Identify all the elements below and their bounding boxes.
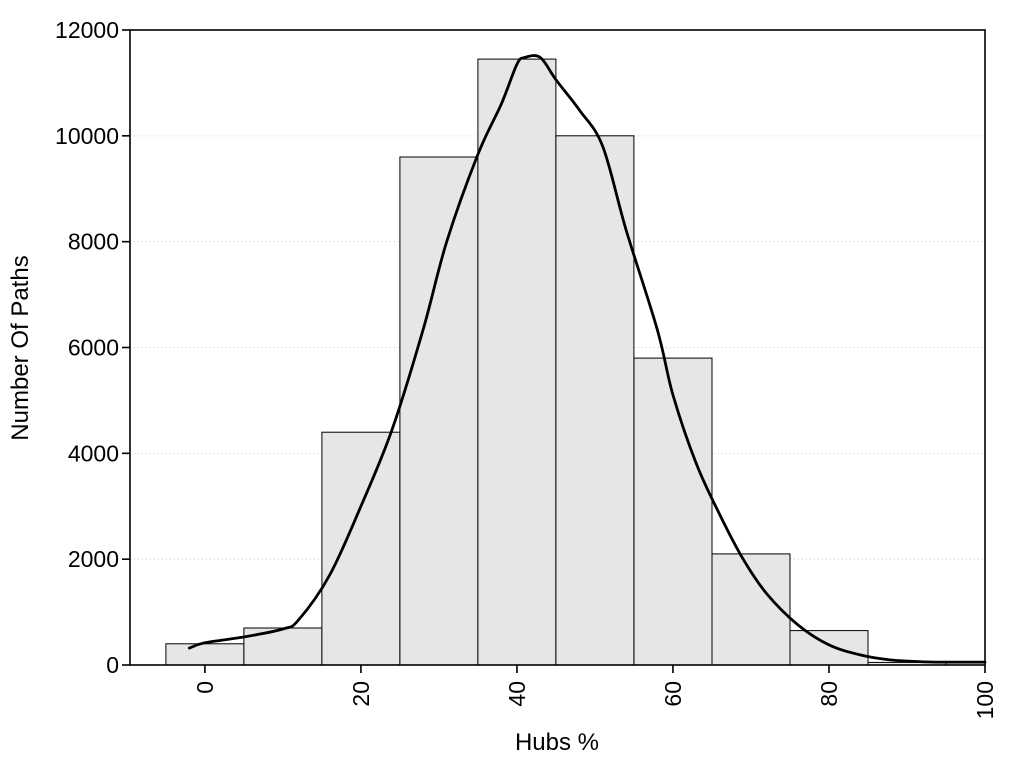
y-tick-label: 0 — [106, 652, 119, 678]
y-tick-label: 8000 — [68, 229, 119, 255]
x-tick-label: 20 — [348, 681, 374, 707]
y-tick-label: 6000 — [68, 335, 119, 361]
x-tick-label: 40 — [504, 681, 530, 707]
x-axis-title: Hubs % — [515, 729, 599, 756]
histogram-bar — [399, 156, 479, 666]
histogram-bar — [165, 643, 245, 666]
x-tick-label: 0 — [192, 681, 218, 694]
y-axis-title: Number Of Paths — [7, 255, 34, 440]
curve-layer — [187, 54, 987, 664]
density-curve — [187, 54, 987, 664]
histogram-bar — [555, 135, 635, 666]
histogram-bar — [633, 357, 713, 666]
y-tick-label: 4000 — [68, 440, 119, 466]
histogram-bar — [477, 58, 557, 666]
ticks-layer — [122, 29, 986, 673]
y-tick-label: 10000 — [55, 123, 119, 149]
y-tick-label: 2000 — [68, 546, 119, 572]
x-tick-label: 80 — [816, 681, 842, 707]
y-tick-label: 12000 — [55, 17, 119, 43]
bars-layer — [165, 58, 986, 666]
histogram-bar — [789, 630, 869, 666]
tick-labels-layer: 0 20 40 60 80 100 0 2000 4000 6000 8000 10000 12000 — [55, 17, 998, 719]
x-tick-label: 100 — [972, 681, 998, 719]
x-tick-label: 60 — [660, 681, 686, 707]
histogram-bar — [321, 431, 401, 666]
